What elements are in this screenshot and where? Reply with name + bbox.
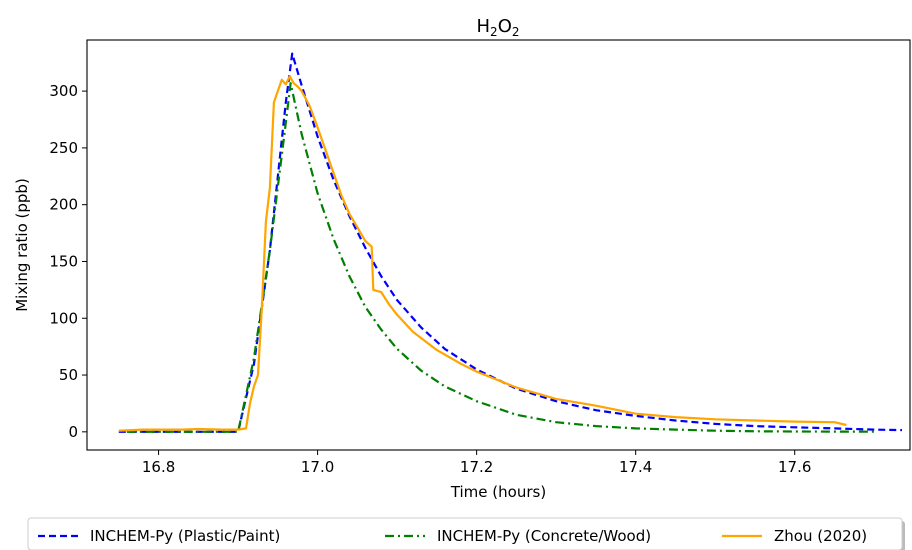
title-subscript: 2: [512, 25, 520, 39]
plot-frame: [86, 39, 911, 451]
x-tick-label: 16.8: [142, 458, 175, 476]
series-line-2: [126, 82, 875, 433]
plot-lines: [118, 52, 903, 433]
legend-box: [27, 517, 903, 550]
legend-label: INCHEM-Py (Concrete/Wood): [437, 527, 651, 545]
title-part: O: [498, 16, 512, 37]
x-axis: 16.8 17.0 17.2 17.4 17.6: [142, 450, 811, 476]
y-tick-label: 300: [49, 82, 78, 100]
y-tick-label: 250: [49, 139, 78, 157]
x-tick-label: 17.2: [460, 458, 493, 476]
y-tick-label: 100: [49, 309, 78, 327]
y-tick-label: 200: [49, 196, 78, 214]
y-axis: 0 50 100 150 200 250 300: [49, 82, 87, 441]
chart-title: H2O2: [477, 16, 520, 39]
title-part: H: [477, 16, 491, 37]
x-tick-label: 17.6: [778, 458, 811, 476]
legend: INCHEM-Py (Plastic/Paint) INCHEM-Py (Conc…: [27, 517, 905, 550]
legend-label: INCHEM-Py (Plastic/Paint): [90, 527, 280, 545]
y-tick-label: 0: [68, 423, 78, 441]
title-subscript: 2: [490, 25, 498, 39]
legend-label: Zhou (2020): [774, 527, 867, 545]
x-tick-label: 17.4: [619, 458, 652, 476]
series-line-1: [118, 52, 903, 433]
x-tick-label: 17.0: [301, 458, 334, 476]
x-axis-label: Time (hours): [450, 483, 546, 501]
y-tick-label: 150: [49, 252, 78, 270]
series-line-3: [118, 75, 847, 432]
y-axis-label: Mixing ratio (ppb): [13, 178, 31, 312]
y-tick-label: 50: [59, 366, 78, 384]
